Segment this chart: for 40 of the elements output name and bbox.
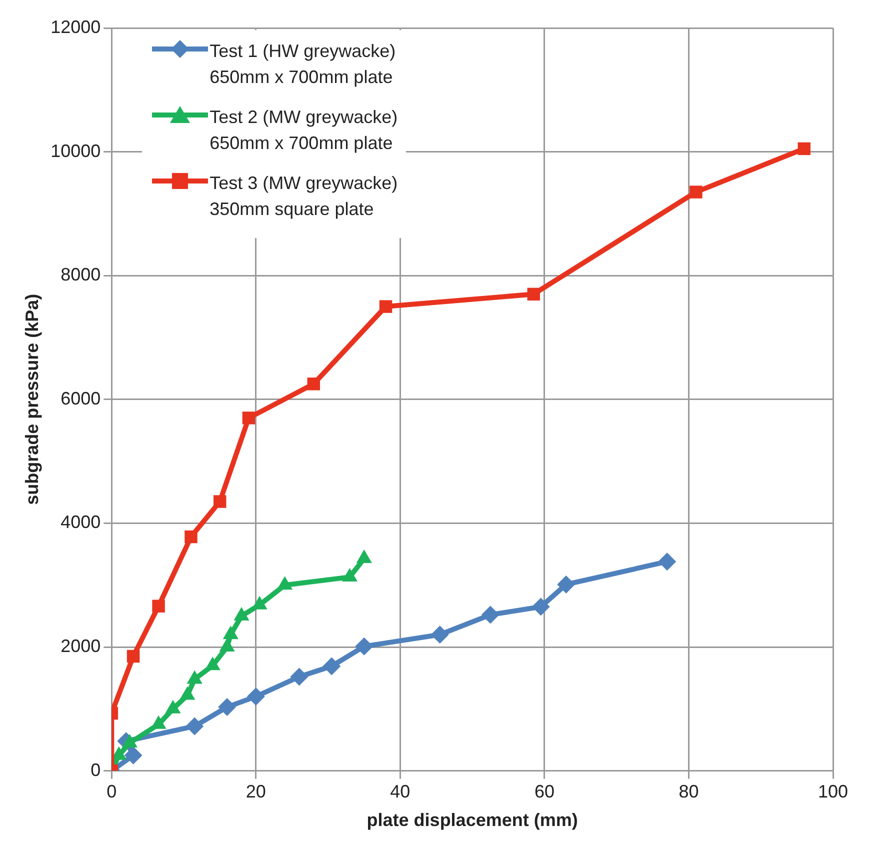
point: [658, 552, 676, 571]
legend-label: Test 1 (HW greywacke) 650mm x 700mm plate: [210, 40, 396, 89]
y-tick-label: 8000: [60, 264, 101, 285]
point: [557, 575, 576, 594]
x-tick-label: 80: [678, 782, 699, 802]
point: [532, 598, 550, 616]
point: [481, 606, 500, 624]
point: [290, 668, 308, 686]
y-tick-label: 2000: [60, 636, 101, 656]
point: [152, 600, 165, 613]
x-tick-label: 100: [818, 782, 848, 802]
x-tick-label: 60: [534, 782, 554, 802]
point: [186, 717, 204, 736]
x-tick-label: 20: [246, 782, 266, 802]
point: [184, 530, 198, 544]
legend-label: Test 2 (MW greywacke) 650mm x 700mm plate: [210, 106, 398, 155]
point: [126, 650, 140, 663]
point: [379, 300, 392, 313]
point: [124, 746, 142, 764]
point: [355, 637, 374, 656]
point: [527, 288, 540, 301]
point: [798, 142, 811, 156]
point: [242, 412, 256, 424]
y-tick-label: 10000: [50, 140, 101, 161]
x-axis-title: plate displacement (mm): [366, 810, 578, 830]
y-tick-label: 0: [90, 760, 101, 780]
point: [690, 186, 702, 198]
y-axis-title: subgrade pressure (kPa): [22, 294, 42, 505]
y-tick-label: 6000: [60, 388, 101, 408]
x-tick-label: 40: [390, 782, 410, 802]
point: [322, 657, 341, 676]
x-tick-label: 0: [106, 782, 117, 802]
point: [218, 698, 236, 716]
point: [246, 688, 265, 706]
y-tick-label: 12000: [50, 16, 101, 37]
point: [213, 495, 226, 508]
legend-label: Test 3 (MW greywacke) 350mm square plate: [210, 172, 398, 221]
y-tick-label: 4000: [60, 512, 101, 532]
point: [307, 378, 320, 390]
point: [430, 626, 449, 644]
